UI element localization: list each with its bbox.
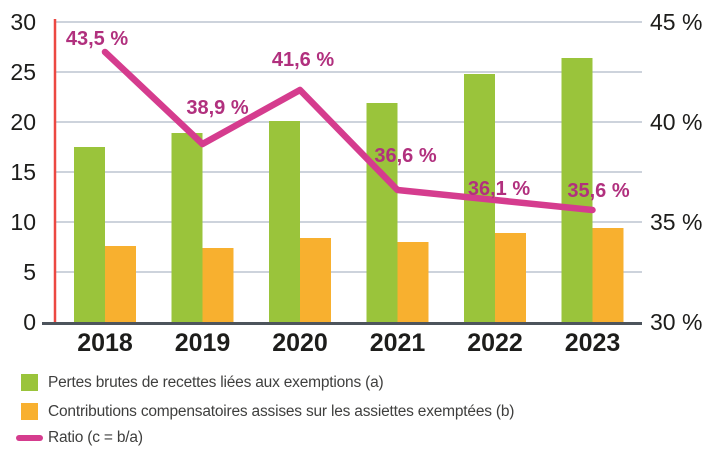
ratio-value-label: 41,6 %	[272, 49, 334, 71]
bar-orange-2023	[592, 228, 624, 322]
legend-item-contributions: Contributions compensatoires assises sur…	[16, 397, 514, 426]
left-axis-tick-label: 10	[10, 209, 36, 235]
right-axis-tick-label: 35 %	[650, 209, 702, 235]
pink-line-icon	[16, 435, 43, 441]
right-axis-tick-label: 30 %	[650, 309, 702, 335]
bar-orange-2018	[105, 246, 136, 322]
legend-item-pertes-brutes: Pertes brutes de recettes liées aux exem…	[16, 368, 514, 397]
bar-green-2019	[171, 133, 203, 322]
bar-green-2023	[561, 58, 593, 322]
right-axis-tick-label: 40 %	[650, 109, 702, 135]
ratio-line	[101, 48, 596, 214]
left-axis-tick-label: 30	[10, 9, 36, 35]
ratio-value-label: 43,5 %	[66, 28, 128, 50]
legend-label-ratio: Ratio (c = b/a)	[48, 429, 143, 446]
left-axis-tick-label: 25	[10, 59, 36, 85]
legend: Pertes brutes de recettes liées aux exem…	[16, 368, 514, 450]
bar-green-2018	[74, 147, 105, 322]
ratio-value-label: 35,6 %	[567, 180, 629, 202]
legend-label-pertes-brutes: Pertes brutes de recettes liées aux exem…	[48, 373, 384, 391]
legend-label-contributions: Contributions compensatoires assises sur…	[48, 402, 515, 420]
left-axis-tick-label: 20	[10, 109, 36, 135]
bar-orange-2019	[202, 248, 234, 322]
bar-green-2020	[269, 121, 300, 322]
ratio-value-label: 36,1 %	[468, 178, 530, 200]
bar-orange-2020	[300, 238, 331, 322]
right-axis-tick-label: 45 %	[650, 9, 702, 35]
year-label-2021: 2021	[370, 329, 426, 357]
left-axis-tick-label: 5	[23, 259, 36, 285]
bar-orange-2022	[495, 233, 526, 322]
ratio-value-label: 36,6 %	[374, 145, 436, 167]
orange-square-icon	[21, 403, 38, 420]
left-axis-tick-label: 15	[10, 159, 36, 185]
plot-area: 43,5 % 38,9 % 41,6 % 36,6 % 36,1 % 35,6 % 30 25…	[10, 9, 702, 357]
year-label-2023: 2023	[565, 329, 621, 357]
legend-item-ratio: Ratio (c = b/a)	[16, 426, 514, 450]
bar-orange-2021	[397, 242, 429, 322]
ratio-value-label: 38,9 %	[186, 97, 248, 119]
year-label-2020: 2020	[272, 329, 328, 357]
green-square-icon	[21, 374, 38, 391]
year-label-2022: 2022	[467, 329, 523, 357]
left-axis-tick-label: 0	[23, 309, 36, 335]
year-label-2019: 2019	[175, 329, 231, 357]
year-label-2018: 2018	[77, 329, 133, 357]
bar-green-2021	[366, 103, 398, 322]
